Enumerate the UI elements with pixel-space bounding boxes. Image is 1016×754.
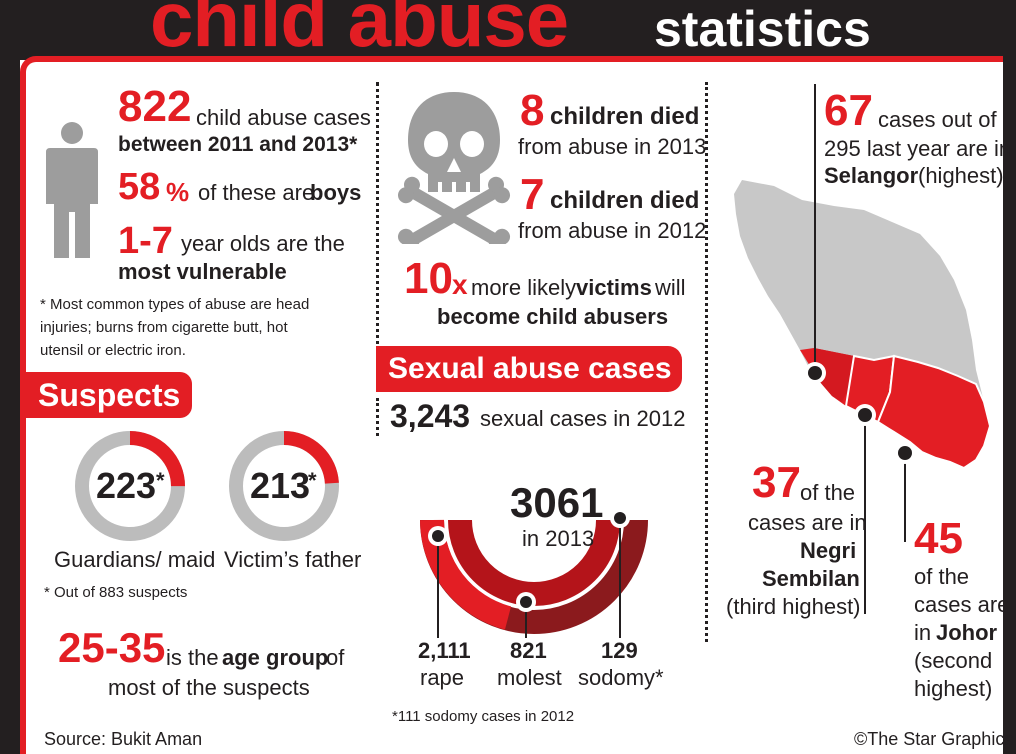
selangor-text-a: cases out of <box>878 107 997 132</box>
title-sub: statistics <box>654 1 871 57</box>
leader-negri <box>864 414 866 614</box>
divider-right <box>705 82 708 642</box>
map-selangor <box>814 348 854 402</box>
johor-rank-a: (second <box>914 648 993 673</box>
negri-text-a: of the <box>800 480 856 505</box>
johor-rank-b: highest) <box>914 676 993 701</box>
pin-negri <box>854 404 876 426</box>
selangor-state: Selangor <box>824 163 919 188</box>
cases-number: 822 <box>118 82 192 131</box>
rape-value: 2,111 <box>418 638 471 663</box>
sexual-2012-number: 3,243 <box>390 398 471 434</box>
father-asterisk: * <box>308 468 317 493</box>
deaths-2012-number: 7 <box>520 170 545 219</box>
arc-molest <box>448 519 620 606</box>
leader-johor <box>904 452 906 542</box>
johor-text-c: in <box>914 620 932 645</box>
likely-text-d: become child abusers <box>437 304 669 329</box>
sodomy-label: sodomy* <box>578 665 664 690</box>
map-johor <box>876 354 992 470</box>
dot-sodomy <box>614 512 626 524</box>
guardians-asterisk: * <box>156 468 165 493</box>
age-group: 25-35 <box>58 624 166 671</box>
suspects-note: * Out of 883 suspects <box>44 584 188 601</box>
sodomy-value: 129 <box>601 638 638 663</box>
total-2013-label: in 2013 <box>522 526 595 551</box>
deaths-2013-number: 8 <box>520 86 545 135</box>
father-value: 213 <box>250 465 311 506</box>
footnote-line1: * Most common types of abuse are head <box>40 296 310 313</box>
selangor-number: 67 <box>824 86 873 135</box>
guardians-value: 223 <box>96 465 157 506</box>
likely-text-a: more likely <box>471 275 577 300</box>
likely-number: 10 <box>404 254 453 303</box>
pin-johor <box>894 442 916 464</box>
molest-label: molest <box>497 665 562 690</box>
selangor-rank: (highest). <box>918 163 1010 188</box>
leader-selangor <box>814 84 816 372</box>
age-text-b: most vulnerable <box>118 259 287 284</box>
deaths-2012-sub: from abuse in 2012 <box>518 218 707 243</box>
boys-text-b: boys <box>310 180 362 205</box>
dot-molest <box>520 596 532 608</box>
guardians-label: Guardians/ maid <box>54 547 216 572</box>
suspects-heading: Suspects <box>26 372 192 418</box>
johor-text-a: of the <box>914 564 970 589</box>
frame-left <box>0 55 20 754</box>
peninsular-malaysia-map <box>734 180 992 470</box>
age-range: 1-7 <box>118 220 173 262</box>
header: child abuse statistics <box>0 0 1016 60</box>
title-main: child abuse <box>150 0 569 60</box>
negri-rank: (third highest) <box>726 594 861 619</box>
age-group-text-c: of <box>326 645 345 670</box>
boys-percent: 58 <box>118 166 161 208</box>
deaths-2013-sub: from abuse in 2013 <box>518 134 707 159</box>
guardians-donut-share <box>75 431 185 541</box>
age-text: year olds are the <box>181 231 345 256</box>
father-label: Victim’s father <box>224 547 362 572</box>
age-group-text-b: age group <box>222 645 329 670</box>
sexual-footnote: *111 sodomy cases in 2012 <box>392 708 575 725</box>
johor-state: Johor <box>936 620 998 645</box>
age-group-text-d: most of the suspects <box>108 675 310 700</box>
father-donut <box>229 431 339 541</box>
sexual-2012-text: sexual cases in 2012 <box>480 406 686 431</box>
likely-text-b: victims <box>576 275 652 300</box>
divider-left-top <box>376 82 379 352</box>
skull-crossbones-icon <box>397 92 511 244</box>
negri-state-a: Negri <box>800 538 857 563</box>
footnote-line2: injuries; burns from cigarette butt, hot <box>40 319 288 336</box>
total-2013: 3061 <box>510 479 604 526</box>
deaths-2013-text: children died <box>550 103 700 130</box>
johor-text-b: cases are <box>914 592 1010 617</box>
negri-state-b: Sembilan <box>762 566 860 591</box>
rape-label: rape <box>420 665 465 690</box>
footnote-line3: utensil or electric iron. <box>40 342 186 359</box>
source: Source: Bukit Aman <box>44 729 203 749</box>
pin-selangor <box>804 362 826 384</box>
child-figure-icon <box>46 122 98 258</box>
boys-text-a: of these are <box>198 180 315 205</box>
cases-text: child abuse cases <box>196 105 371 130</box>
selangor-text-b: 295 last year are in <box>824 136 1012 161</box>
dot-rape <box>432 530 444 542</box>
negri-text-b: cases are in <box>748 510 867 535</box>
negri-number: 37 <box>752 458 801 507</box>
sexual-abuse-arcs <box>420 508 648 638</box>
frame-right <box>1003 55 1016 754</box>
sexual-heading: Sexual abuse cases <box>376 346 682 392</box>
cases-period: between 2011 and 2013* <box>118 133 358 156</box>
guardians-donut <box>75 431 185 541</box>
boys-percent-sign: % <box>166 177 190 207</box>
divider-left-mid <box>376 398 379 436</box>
credit: ©The Star Graphics <box>854 729 1014 749</box>
molest-value: 821 <box>510 638 547 663</box>
likely-text-c: will <box>655 275 686 300</box>
father-donut-share <box>229 431 339 541</box>
johor-number: 45 <box>914 514 963 563</box>
deaths-2012-text: children died <box>550 187 700 214</box>
age-group-text-a: is the <box>166 645 219 670</box>
likely-x: x <box>452 269 468 300</box>
